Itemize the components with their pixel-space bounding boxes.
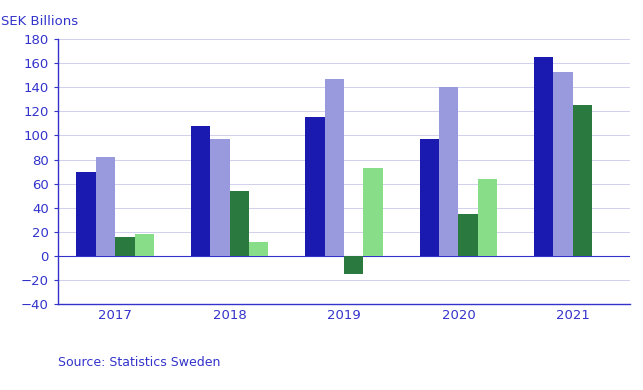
Bar	[554, 71, 573, 256]
Bar	[534, 57, 554, 256]
Bar	[230, 191, 249, 256]
Bar	[190, 126, 210, 256]
Text: Source: Statistics Sweden: Source: Statistics Sweden	[58, 356, 221, 369]
Bar	[419, 139, 439, 256]
Text: SEK Billions: SEK Billions	[1, 15, 78, 28]
Bar	[344, 256, 363, 274]
Bar	[249, 241, 269, 256]
Bar	[96, 157, 115, 256]
Bar	[573, 105, 592, 256]
Bar	[76, 172, 96, 256]
Bar	[478, 179, 498, 256]
Bar	[134, 234, 154, 256]
Bar	[458, 214, 478, 256]
Bar	[210, 139, 230, 256]
Bar	[363, 168, 383, 256]
Bar	[115, 237, 134, 256]
Bar	[325, 79, 344, 256]
Bar	[439, 87, 458, 256]
Bar	[305, 117, 325, 256]
